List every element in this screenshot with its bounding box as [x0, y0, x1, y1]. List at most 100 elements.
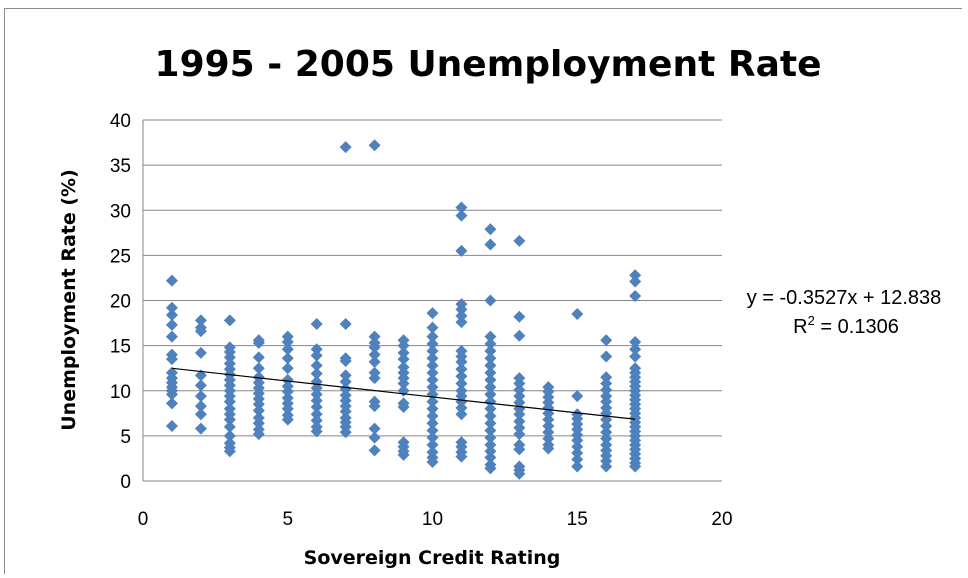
data-point	[368, 139, 381, 152]
data-point	[310, 388, 323, 401]
data-point	[165, 274, 178, 287]
data-point	[223, 413, 236, 426]
data-point	[310, 343, 323, 356]
data-point	[368, 400, 381, 413]
y-tick-label: 40	[110, 111, 131, 132]
data-point	[484, 438, 497, 451]
data-point	[484, 345, 497, 358]
data-point	[281, 402, 294, 415]
data-point	[194, 346, 207, 359]
data-point	[339, 375, 352, 388]
data-point	[194, 325, 207, 338]
data-point	[484, 424, 497, 437]
data-point	[397, 400, 410, 413]
data-point	[252, 362, 265, 375]
data-point	[397, 339, 410, 352]
data-point	[426, 352, 439, 365]
data-point	[513, 329, 526, 342]
data-point	[339, 382, 352, 395]
y-tick-label: 25	[110, 246, 131, 267]
data-point	[513, 396, 526, 409]
data-point	[194, 390, 207, 403]
data-point	[397, 384, 410, 397]
data-point	[600, 432, 613, 445]
data-point	[252, 428, 265, 441]
data-point	[484, 366, 497, 379]
data-point	[310, 408, 323, 421]
data-point	[571, 440, 584, 453]
data-point	[629, 350, 642, 363]
data-point	[165, 301, 178, 314]
data-point	[223, 351, 236, 364]
data-point	[484, 381, 497, 394]
data-point	[426, 359, 439, 372]
data-point	[194, 422, 207, 435]
data-point	[281, 343, 294, 356]
data-point	[252, 404, 265, 417]
y-tick-label: 0	[120, 472, 131, 493]
data-point	[513, 421, 526, 434]
data-point	[542, 419, 555, 432]
x-axis-label: Sovereign Credit Rating	[304, 547, 561, 569]
x-tick-label: 20	[711, 509, 732, 530]
data-point	[484, 373, 497, 386]
data-point	[426, 424, 439, 437]
data-point	[194, 400, 207, 413]
data-points	[165, 139, 642, 480]
data-point	[339, 369, 352, 382]
data-point	[397, 377, 410, 390]
data-point	[310, 359, 323, 372]
data-point	[513, 234, 526, 247]
data-point	[513, 310, 526, 323]
data-point	[484, 294, 497, 307]
data-point	[629, 343, 642, 356]
data-point	[484, 462, 497, 475]
data-point	[426, 345, 439, 358]
data-point	[426, 431, 439, 444]
data-point	[368, 348, 381, 361]
data-point	[426, 410, 439, 423]
data-point	[339, 317, 352, 330]
x-tick-labels: 0 5 10 15 20	[138, 509, 733, 530]
data-point	[339, 426, 352, 439]
data-point	[484, 388, 497, 401]
data-point	[368, 372, 381, 385]
data-point	[542, 413, 555, 426]
data-point	[484, 330, 497, 343]
data-point	[310, 394, 323, 407]
data-point	[600, 371, 613, 384]
r-squared-label: R2 = 0.1306	[793, 313, 899, 338]
data-point	[455, 408, 468, 421]
data-point	[281, 336, 294, 349]
data-point	[571, 390, 584, 403]
data-point	[368, 444, 381, 457]
data-point	[629, 460, 642, 473]
r-squared-prefix: R	[793, 316, 807, 338]
data-point	[455, 303, 468, 316]
data-point	[484, 337, 497, 350]
data-point	[368, 341, 381, 354]
data-point	[426, 307, 439, 320]
chart-frame	[4, 8, 962, 574]
data-point	[252, 351, 265, 364]
data-point	[600, 460, 613, 473]
data-point	[339, 354, 352, 367]
data-point	[571, 308, 584, 321]
data-point	[513, 377, 526, 390]
data-point	[513, 428, 526, 441]
data-point	[281, 413, 294, 426]
data-point	[165, 397, 178, 410]
data-point	[339, 141, 352, 154]
data-point	[629, 289, 642, 302]
data-point	[600, 350, 613, 363]
data-point	[629, 269, 642, 282]
data-point	[426, 402, 439, 415]
y-tick-label: 30	[110, 201, 131, 222]
data-point	[165, 308, 178, 321]
data-point	[165, 353, 178, 366]
data-point	[484, 223, 497, 236]
data-point	[571, 447, 584, 460]
y-tick-label: 5	[120, 427, 131, 448]
data-point	[600, 334, 613, 347]
data-point	[310, 349, 323, 362]
